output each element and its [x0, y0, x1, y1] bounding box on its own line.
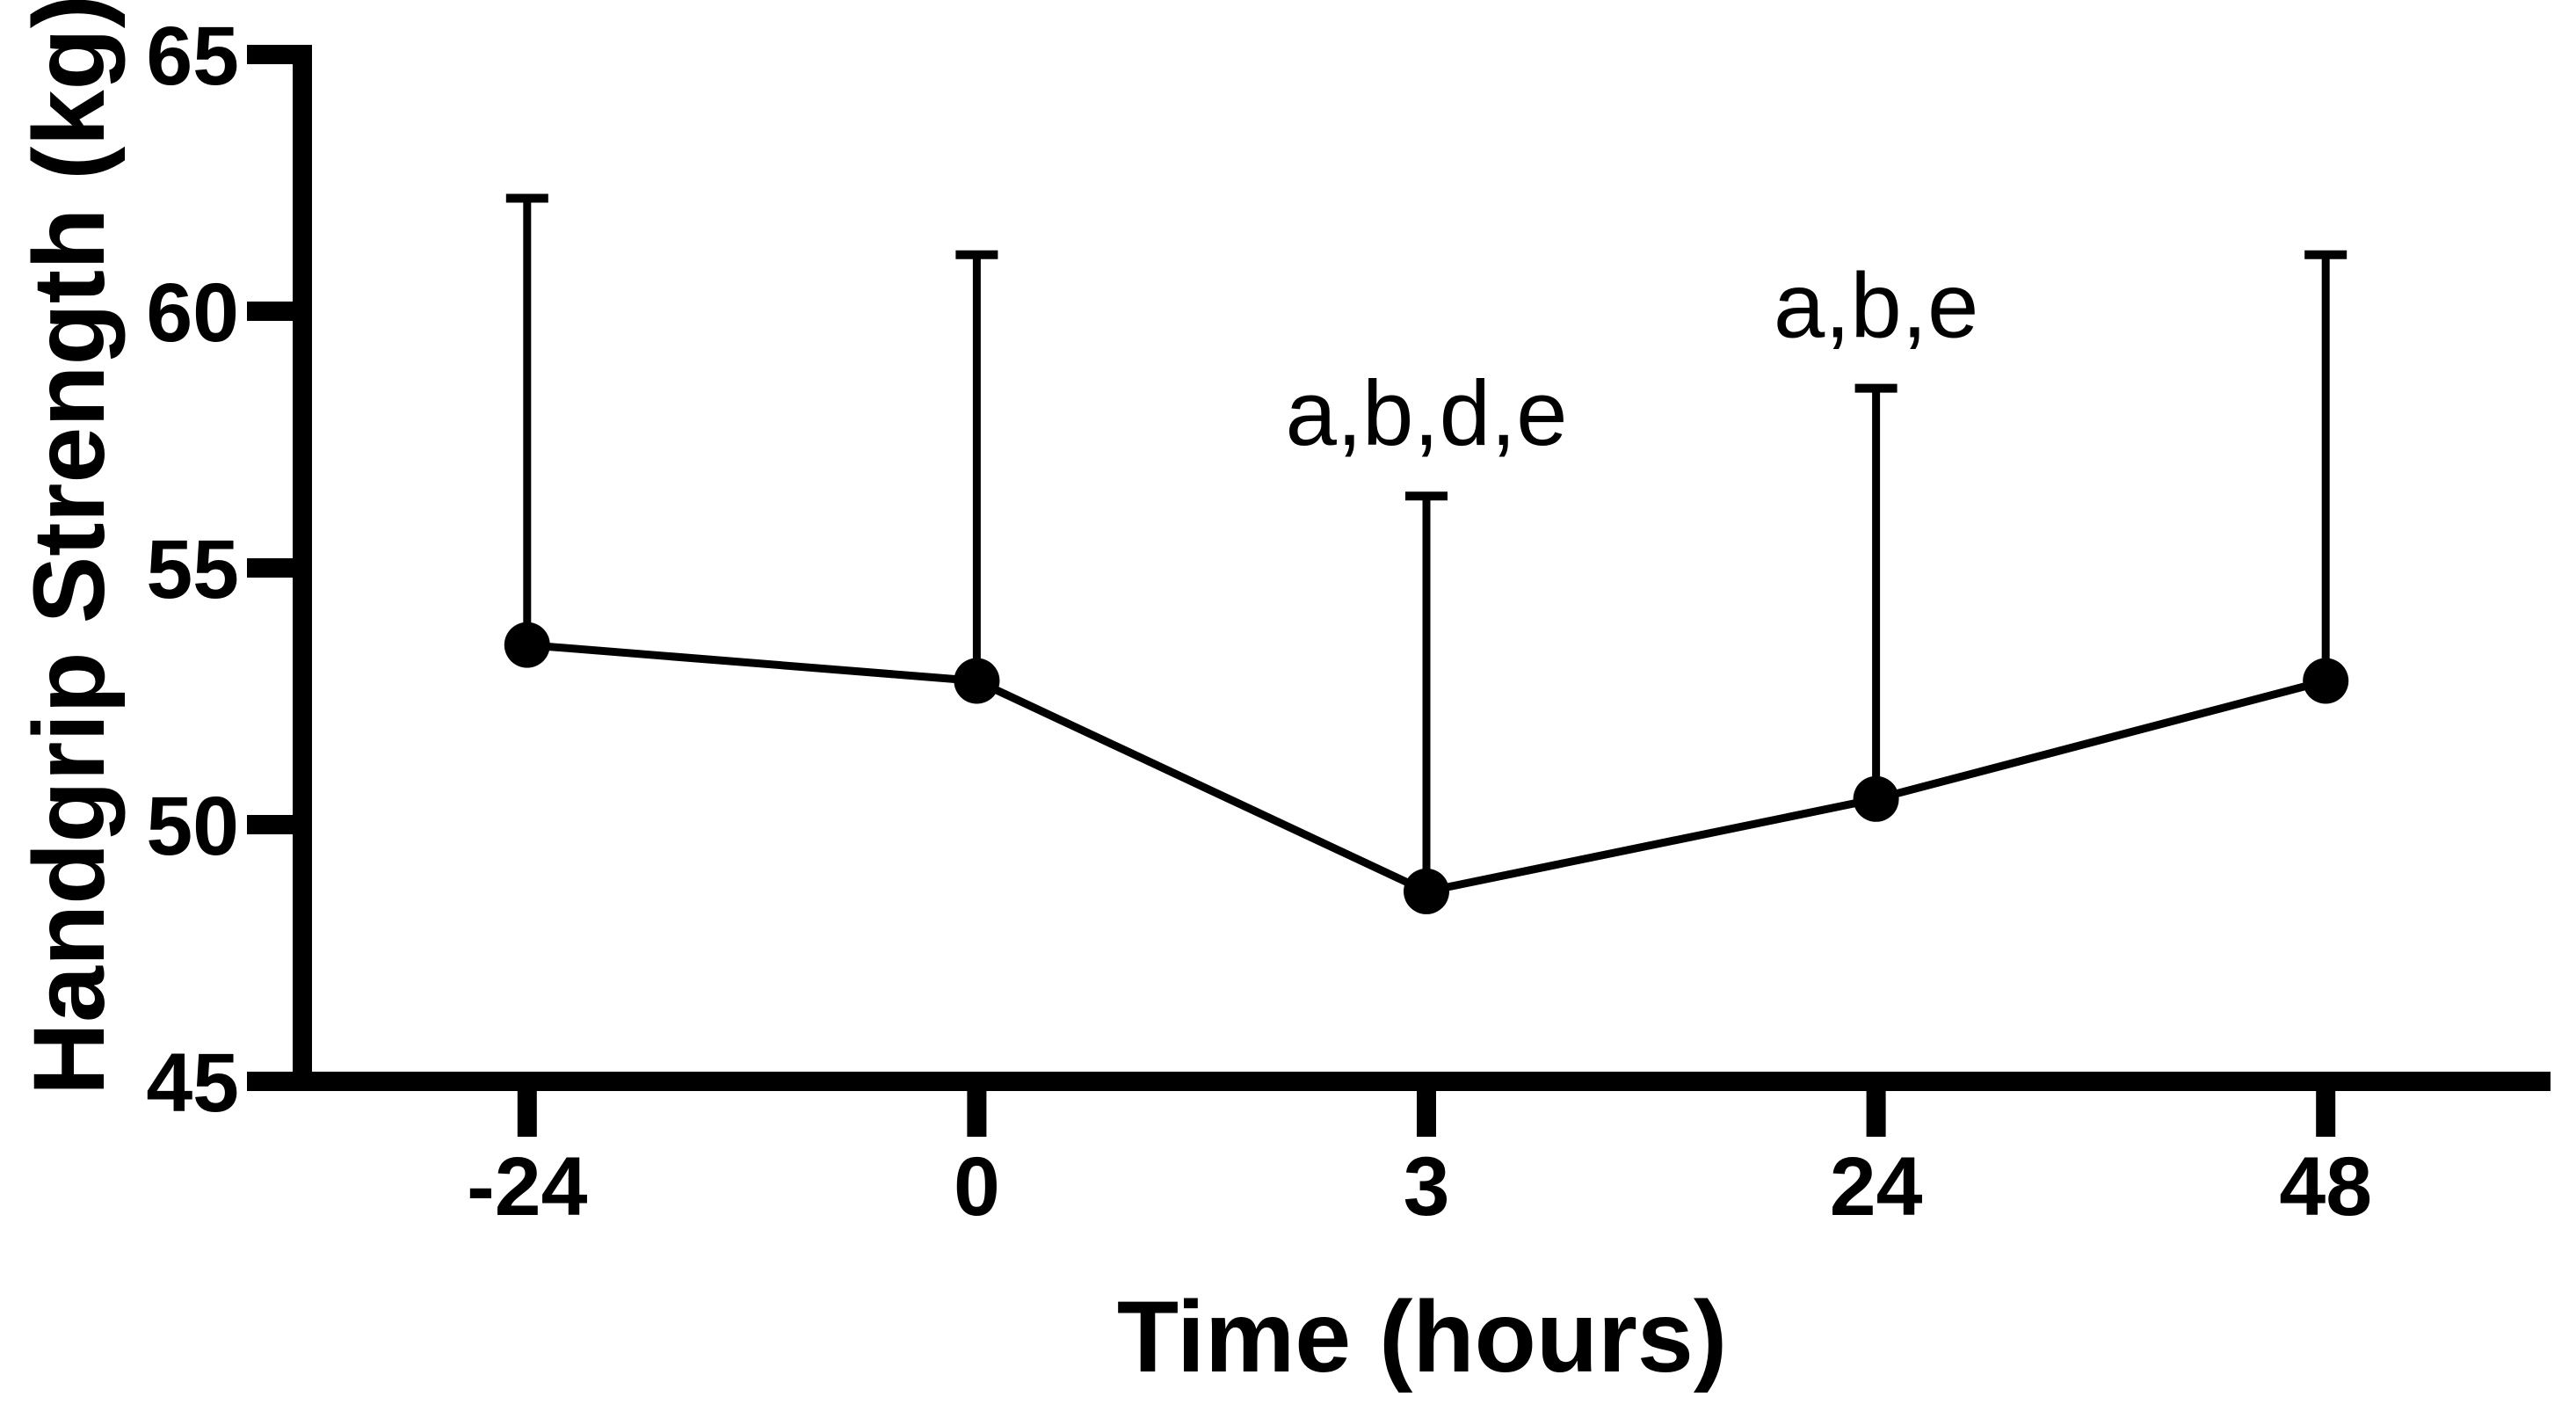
plot-area: 45 50 55 60 65 -24 0 3 24 48 a,b,d,e a,b,e [146, 10, 2551, 1233]
x-tick-label: 48 [2279, 1140, 2372, 1233]
significance-annotation: a,b,e [1774, 255, 1979, 358]
y-tick-label: 65 [146, 10, 239, 103]
data-point-marker [954, 658, 1000, 704]
x-tick-label: 0 [954, 1140, 1000, 1233]
x-tick-label: 24 [1830, 1140, 1923, 1233]
data-point-marker [504, 622, 550, 668]
y-tick-label: 50 [146, 780, 239, 873]
data-point-marker [2303, 658, 2349, 704]
data-point-marker [1404, 868, 1449, 914]
y-axis-title: Handgrip Strength (kg) [13, 0, 126, 1095]
data-point-marker [1853, 775, 1899, 822]
x-tick-label: 3 [1404, 1140, 1450, 1233]
x-axis-title: Time (hours) [1117, 1281, 1727, 1393]
significance-annotation: a,b,d,e [1285, 362, 1567, 465]
y-tick-label: 45 [146, 1037, 239, 1130]
y-tick-label: 55 [146, 523, 239, 616]
x-tick-label: -24 [467, 1140, 587, 1233]
y-tick-label: 60 [146, 266, 239, 360]
